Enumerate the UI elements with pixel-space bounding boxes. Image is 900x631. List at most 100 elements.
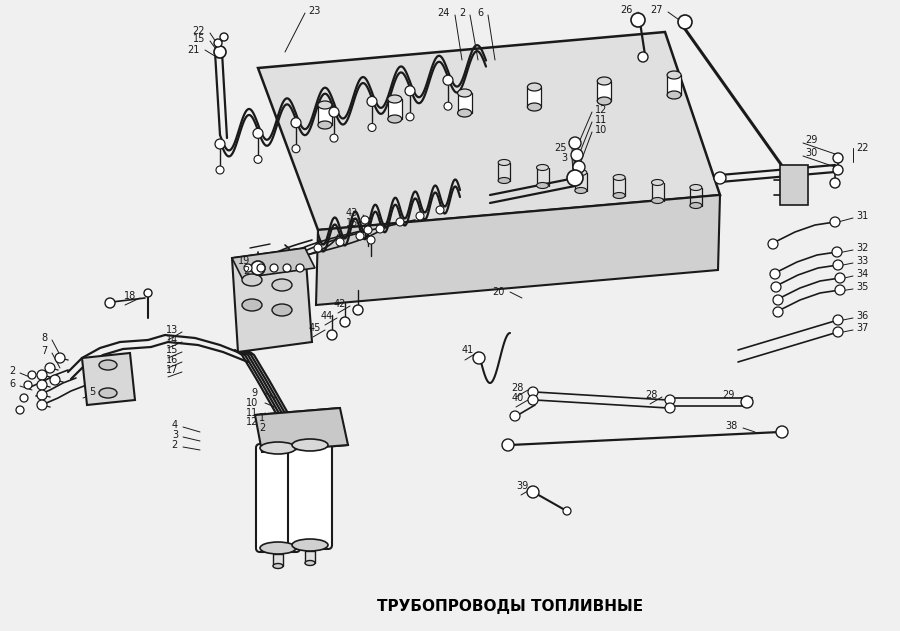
Text: 7: 7 [40, 346, 47, 356]
Text: 2: 2 [244, 266, 250, 276]
Ellipse shape [242, 274, 262, 286]
Ellipse shape [613, 175, 626, 180]
Circle shape [443, 75, 453, 85]
Text: 6: 6 [9, 379, 15, 389]
Circle shape [251, 261, 265, 275]
Text: 34: 34 [856, 269, 868, 279]
Ellipse shape [99, 388, 117, 398]
Circle shape [292, 144, 300, 153]
Text: 38: 38 [725, 421, 738, 431]
Text: 9: 9 [252, 388, 258, 398]
Circle shape [405, 86, 415, 96]
Circle shape [473, 352, 485, 364]
Circle shape [833, 327, 843, 337]
Circle shape [257, 264, 265, 272]
Ellipse shape [272, 304, 292, 316]
Circle shape [835, 273, 845, 283]
Circle shape [833, 165, 843, 175]
Circle shape [436, 206, 444, 214]
Text: 11: 11 [246, 408, 258, 418]
Circle shape [832, 247, 842, 257]
Circle shape [24, 381, 32, 389]
Text: 44: 44 [320, 311, 333, 321]
Ellipse shape [242, 299, 262, 311]
Circle shape [220, 33, 228, 41]
Circle shape [665, 395, 675, 405]
Ellipse shape [318, 121, 332, 129]
Circle shape [330, 134, 338, 142]
Circle shape [527, 486, 539, 498]
Text: 3: 3 [561, 153, 567, 163]
Text: 12: 12 [246, 417, 258, 427]
Bar [388, 99, 401, 119]
Ellipse shape [292, 439, 328, 451]
Circle shape [270, 264, 278, 272]
Circle shape [528, 395, 538, 405]
Text: 2: 2 [9, 366, 15, 376]
Ellipse shape [99, 360, 117, 370]
Bar [667, 75, 681, 95]
Circle shape [296, 264, 304, 272]
Text: 32: 32 [856, 243, 868, 253]
Circle shape [244, 264, 252, 272]
Bar [273, 554, 283, 566]
Text: 1: 1 [259, 413, 265, 423]
Circle shape [356, 232, 364, 240]
Text: 26: 26 [621, 5, 633, 15]
Ellipse shape [388, 115, 401, 123]
Polygon shape [316, 195, 720, 305]
Circle shape [336, 238, 344, 246]
Circle shape [329, 107, 339, 117]
Ellipse shape [273, 563, 283, 569]
Bar [318, 105, 332, 125]
Polygon shape [258, 32, 720, 230]
Circle shape [283, 264, 291, 272]
Circle shape [563, 507, 571, 515]
Ellipse shape [652, 179, 663, 186]
Text: 4: 4 [172, 420, 178, 430]
Circle shape [835, 285, 845, 295]
Text: 39: 39 [517, 481, 529, 491]
Text: 27: 27 [651, 5, 663, 15]
Circle shape [771, 282, 781, 292]
Text: 15: 15 [193, 34, 205, 44]
Circle shape [214, 46, 226, 58]
Text: 2: 2 [459, 8, 465, 18]
Ellipse shape [667, 71, 681, 79]
Circle shape [214, 39, 222, 47]
Text: 13: 13 [166, 325, 178, 335]
Text: 33: 33 [856, 256, 868, 266]
Text: 29: 29 [723, 390, 735, 400]
Text: 10: 10 [595, 125, 608, 135]
Text: 29: 29 [805, 135, 817, 145]
Bar [457, 93, 472, 113]
Text: 21: 21 [187, 45, 200, 55]
Polygon shape [232, 248, 315, 278]
Circle shape [830, 217, 840, 227]
Bar [305, 551, 315, 563]
Circle shape [776, 426, 788, 438]
Text: 14: 14 [166, 335, 178, 345]
Text: 5: 5 [89, 387, 95, 397]
Circle shape [528, 387, 538, 397]
Ellipse shape [305, 560, 315, 565]
Circle shape [714, 172, 726, 184]
Text: 8: 8 [40, 333, 47, 343]
Text: 28: 28 [645, 390, 658, 400]
Text: 24: 24 [437, 8, 450, 18]
Ellipse shape [499, 177, 510, 184]
Ellipse shape [272, 279, 292, 291]
Circle shape [144, 289, 152, 297]
Text: 45: 45 [309, 323, 321, 333]
Text: 23: 23 [308, 6, 320, 16]
Text: 6: 6 [477, 8, 483, 18]
Circle shape [768, 239, 778, 249]
Circle shape [28, 371, 36, 379]
Ellipse shape [598, 77, 611, 85]
Circle shape [833, 260, 843, 270]
Circle shape [502, 439, 514, 451]
Circle shape [37, 390, 47, 400]
Circle shape [569, 137, 581, 149]
Circle shape [510, 411, 520, 421]
Ellipse shape [536, 165, 548, 170]
